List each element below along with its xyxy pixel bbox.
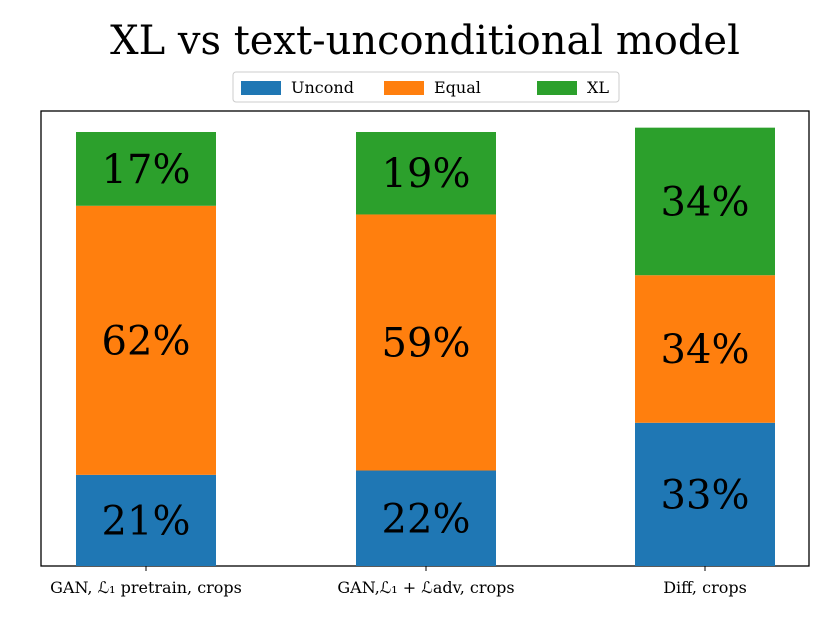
- bar-label-uncond-2: 33%: [661, 472, 750, 518]
- bar-equal-2: [635, 275, 775, 423]
- bar-equal-0: [76, 205, 216, 475]
- bar-xl-2: [635, 127, 775, 276]
- legend: Uncond Equal XL: [232, 71, 620, 103]
- bar-equal-1: [356, 214, 496, 471]
- bar-label-uncond-0: 21%: [102, 498, 191, 544]
- bar-xl-0: [76, 132, 216, 206]
- bar-uncond-0: [76, 474, 216, 566]
- legend-swatch-uncond: [241, 81, 281, 95]
- bars: [76, 127, 775, 566]
- x-tick-label-0: GAN, ℒ₁ pretrain, crops: [50, 578, 242, 597]
- x-tick-label-1: GAN,ℒ₁ + ℒadv, crops: [337, 578, 514, 597]
- x-tick-label-2: Diff, crops: [663, 578, 747, 597]
- bar-label-equal-1: 59%: [382, 320, 471, 366]
- bar-label-uncond-1: 22%: [382, 496, 471, 542]
- bar-label-xl-2: 34%: [661, 179, 750, 225]
- legend-label-equal: Equal: [434, 78, 481, 97]
- bar-label-equal-0: 62%: [102, 318, 191, 364]
- x-axis-ticks: GAN, ℒ₁ pretrain, crops GAN,ℒ₁ + ℒadv, cr…: [50, 566, 747, 597]
- bar-xl-1: [356, 132, 496, 215]
- bar-label-equal-2: 34%: [661, 327, 750, 373]
- bar-uncond-1: [356, 470, 496, 566]
- bar-label-xl-1: 19%: [382, 151, 471, 197]
- legend-box: [232, 71, 620, 103]
- bar-uncond-2: [635, 422, 775, 566]
- legend-label-uncond: Uncond: [291, 78, 354, 97]
- bar-labels: 21% 62% 17% 22% 59% 19% 33% 34% 34%: [102, 147, 750, 545]
- chart-title: XL vs text-unconditional model: [110, 18, 740, 64]
- bar-label-xl-0: 17%: [102, 147, 191, 193]
- legend-swatch-equal: [384, 81, 424, 95]
- legend-label-xl: XL: [587, 78, 609, 97]
- legend-swatch-xl: [537, 81, 577, 95]
